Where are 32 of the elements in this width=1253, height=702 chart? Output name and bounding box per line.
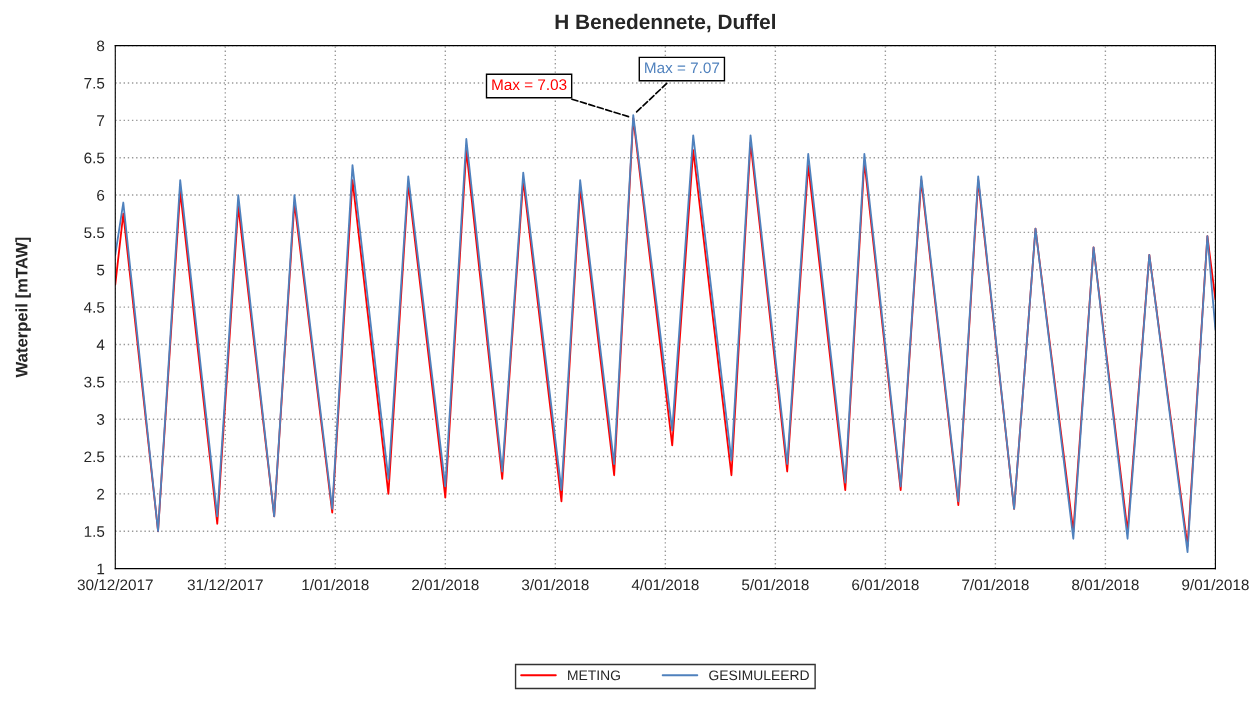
y-axis-title: Waterpeil [mTAW]: [15, 237, 31, 378]
y-tick-label: 6.5: [84, 152, 105, 164]
y-tick-label: 6: [97, 189, 105, 201]
y-tick-label: 4.5: [83, 302, 105, 313]
y-tick-label: 5: [96, 264, 105, 276]
x-tick-label: 9/01/2018: [1182, 579, 1249, 591]
y-tick-label: 7: [97, 115, 105, 126]
x-tick-label: 3/01/2018: [521, 579, 589, 591]
legend-label: GESIMULEERD: [709, 670, 809, 681]
x-tick-label: 1/01/2018: [302, 579, 369, 591]
x-tick-label: 8/01/2018: [1072, 579, 1139, 591]
chart-title: H Benedennete, Duffel: [555, 13, 775, 33]
y-tick-label: 1.5: [84, 526, 105, 537]
x-tick-label: 6/01/2018: [852, 579, 919, 591]
y-tick-label: 7.5: [84, 78, 105, 89]
annotation: Max = 7.03: [492, 79, 567, 91]
legend-label: METING: [568, 670, 620, 681]
x-tick-label: 4/01/2018: [631, 579, 699, 591]
y-tick-label: 3.5: [84, 376, 105, 388]
y-tick-label: 4: [96, 339, 105, 351]
x-tick-label: 31/12/2017: [187, 579, 263, 591]
x-tick-label: 30/12/2017: [77, 579, 153, 591]
y-tick-label: 5.5: [84, 227, 105, 239]
x-tick-label: 2/01/2018: [412, 579, 479, 591]
annotation: Max = 7.07: [645, 62, 720, 74]
y-tick-label: 8: [97, 40, 105, 52]
y-tick-label: 1: [97, 563, 105, 575]
y-tick-label: 2.5: [84, 451, 105, 463]
x-tick-label: 5/01/2018: [741, 579, 809, 591]
x-tick-label: 7/01/2018: [962, 579, 1029, 591]
y-tick-label: 3: [96, 414, 105, 425]
y-tick-label: 2: [97, 488, 105, 500]
